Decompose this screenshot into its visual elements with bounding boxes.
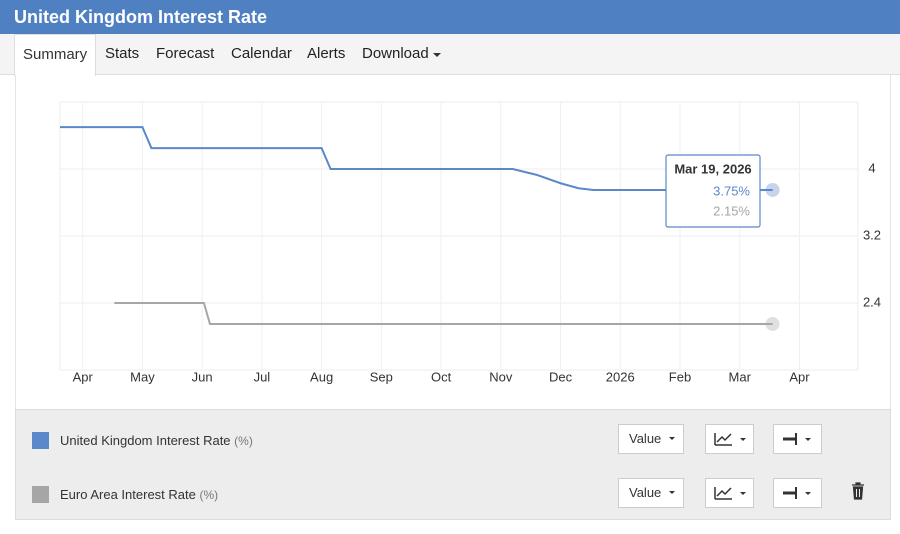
x-tick-label: Oct [431,369,452,384]
series-line [114,302,773,325]
header-title: United Kingdom Interest Rate [0,0,900,34]
tooltip-value: 3.75% [713,183,750,198]
chart: 2.4 3.2 4 Apr May Jun Jul Aug Sep Oct Nov Dec 2026 Fe… [59,101,881,384]
legend-swatch [32,432,49,449]
icon [714,487,746,500]
icon [783,487,811,499]
tooltip-date: Mar 19, 2026 [674,161,751,176]
x-tick-label: Mar [729,369,752,384]
axis-dropdown[interactable] [773,424,822,454]
value-button-label: Value [629,431,662,446]
end-marker [765,316,780,331]
icon [714,433,746,446]
series-name: United Kingdom Interest Rate [60,433,231,448]
dropdown-caret [433,53,441,57]
legend-label: United Kingdom Interest Rate (%) [60,412,253,470]
x-tick-label: Jun [192,369,213,384]
tab[interactable]: Stats [105,45,140,62]
x-tick-label: Nov [489,369,513,384]
series-line [60,126,773,191]
tab[interactable]: Forecast [156,45,215,62]
x-tick-label: Sep [370,369,393,384]
icon [783,433,811,445]
tab[interactable]: Alerts [307,45,346,62]
y-tick-label: 3.2 [863,227,881,242]
x-tick-label: Apr [73,369,94,384]
chart-type-dropdown[interactable] [705,424,754,454]
chart-type-dropdown[interactable] [705,478,754,508]
chart-panel [15,75,891,409]
series-name: Euro Area Interest Rate [60,487,196,502]
x-tick-label: Aug [310,369,333,384]
caret [669,491,675,494]
tab[interactable]: Calendar [231,45,292,62]
x-tick-label: Jul [254,369,271,384]
value-dropdown[interactable]: Value [618,478,684,508]
x-tick-label: 2026 [606,369,635,384]
y-tick-label: 2.4 [863,294,881,309]
series-unit: (%) [234,434,253,448]
legend-swatch [32,486,49,503]
series-unit: (%) [199,488,219,502]
tab[interactable]: Download [362,45,429,62]
value-button-label: Value [629,485,662,500]
tab-bar: Summary Stats Forecast Calendar Alerts D… [0,34,900,76]
axis-dropdown[interactable] [773,478,822,508]
caret [669,437,675,440]
x-tick-label: Apr [789,369,810,384]
tooltip-value: 2.15% [713,203,750,218]
tooltip-box [665,154,761,228]
value-dropdown[interactable]: Value [618,424,684,454]
x-tick-label: Feb [669,369,691,384]
legend-row: Euro Area Interest Rate (%) Value [16,466,890,520]
legend-label: Euro Area Interest Rate (%) [60,466,218,524]
x-tick-label: Dec [549,369,573,384]
delete-icon[interactable] [851,482,865,500]
legend-panel: United Kingdom Interest Rate (%) Value E… [15,409,891,520]
x-tick-label: May [130,369,155,384]
y-tick-label: 4 [868,160,875,175]
tab[interactable]: Summary [14,34,97,76]
legend-row: United Kingdom Interest Rate (%) Value [16,412,890,466]
